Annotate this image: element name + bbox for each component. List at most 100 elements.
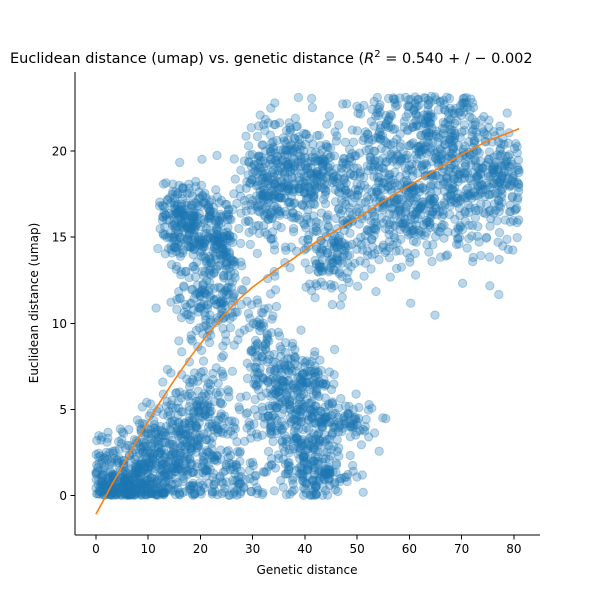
scatter-point (399, 218, 409, 228)
scatter-point (171, 388, 182, 398)
scatter-point (468, 257, 478, 267)
scatter-point (208, 368, 218, 379)
scatter-point (171, 449, 181, 459)
scatter-point (92, 435, 102, 446)
scatter-point (234, 404, 245, 415)
scatter-point (159, 445, 169, 455)
scatter-point (97, 455, 108, 465)
scatter-point (173, 457, 184, 468)
scatter-point (266, 426, 276, 437)
scatter-point (151, 490, 161, 500)
scatter-point (138, 446, 149, 457)
scatter-point (283, 174, 293, 184)
scatter-point (390, 101, 401, 112)
scatter-point (164, 439, 175, 449)
scatter-point (250, 369, 260, 380)
scatter-point (176, 312, 187, 323)
scatter-point (210, 486, 221, 497)
scatter-point (166, 484, 176, 495)
scatter-point (137, 459, 148, 469)
scatter-point (142, 475, 153, 486)
scatter-point (191, 421, 201, 432)
scatter-point (174, 458, 185, 468)
scatter-point (182, 454, 192, 465)
scatter-point (296, 169, 306, 179)
scatter-point (175, 448, 185, 458)
scatter-point (175, 490, 185, 500)
scatter-point (191, 447, 201, 457)
scatter-point (157, 465, 168, 476)
scatter-point (97, 477, 107, 487)
scatter-point (136, 442, 146, 453)
scatter-point (99, 453, 109, 463)
scatter-point (136, 490, 147, 500)
scatter-point (166, 450, 176, 460)
scatter-point (259, 210, 269, 220)
scatter-point (168, 439, 178, 450)
scatter-point (210, 415, 221, 426)
scatter-point (173, 464, 183, 474)
scatter-point (149, 419, 160, 430)
scatter-point (210, 477, 221, 487)
scatter-point (146, 488, 156, 499)
scatter-point (146, 488, 156, 499)
scatter-point (91, 469, 101, 479)
scatter-point (476, 250, 486, 261)
scatter-point (453, 234, 463, 244)
scatter-point (134, 459, 144, 470)
scatter-point (494, 289, 504, 300)
scatter-point (161, 468, 171, 478)
scatter-point (269, 349, 279, 360)
scatter-point (277, 424, 287, 434)
y-tick-label: 0 (59, 489, 67, 503)
scatter-point (188, 478, 198, 488)
scatter-point (158, 484, 168, 494)
scatter-point (205, 379, 216, 390)
scatter-point (175, 450, 185, 461)
scatter-point (168, 463, 178, 473)
scatter-point (314, 218, 324, 229)
scatter-point (215, 387, 226, 397)
scatter-point (99, 454, 110, 464)
scatter-point (117, 477, 128, 487)
y-tick-label: 15 (52, 231, 67, 245)
scatter-point (97, 485, 107, 496)
scatter-point (169, 485, 180, 495)
scatter-point (502, 157, 512, 167)
scatter-point (170, 460, 181, 470)
scatter-point (322, 411, 332, 422)
scatter-point (196, 367, 206, 378)
scatter-point (122, 468, 133, 479)
scatter-point (128, 488, 138, 498)
scatter-point (347, 460, 358, 471)
scatter-point (246, 427, 257, 437)
chart-title: Euclidean distance (umap) vs. genetic di… (10, 49, 533, 67)
scatter-point (192, 462, 202, 472)
scatter-point (174, 487, 185, 498)
scatter-point (450, 214, 460, 225)
scatter-point (144, 483, 154, 493)
scatter-point (168, 442, 178, 452)
scatter-point (157, 456, 167, 466)
scatter-point (143, 489, 154, 499)
scatter-point (149, 483, 159, 493)
scatter-point (173, 478, 183, 488)
scatter-point (356, 232, 366, 243)
scatter-point (324, 401, 334, 411)
scatter-point (280, 469, 290, 479)
scatter-point (156, 425, 166, 435)
scatter-point (102, 437, 112, 447)
scatter-point (245, 239, 256, 250)
scatter-point (430, 310, 440, 320)
scatter-point (181, 486, 192, 496)
scatter-point (147, 459, 157, 470)
scatter-point (188, 481, 199, 491)
scatter-point (121, 489, 131, 499)
scatter-point (296, 416, 306, 426)
x-tick-label: 10 (141, 542, 156, 556)
scatter-point (96, 458, 107, 469)
scatter-point (192, 434, 203, 445)
scatter-point (225, 426, 236, 436)
scatter-point (264, 401, 274, 411)
x-tick-label: 50 (349, 542, 364, 556)
